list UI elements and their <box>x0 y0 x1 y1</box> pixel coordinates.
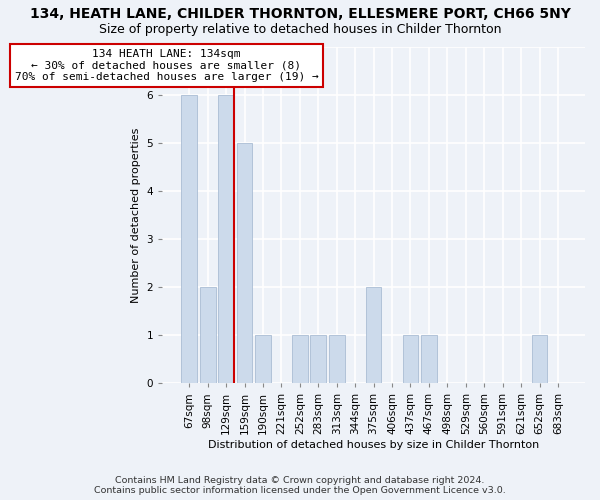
Bar <box>421 335 437 384</box>
X-axis label: Distribution of detached houses by size in Childer Thornton: Distribution of detached houses by size … <box>208 440 539 450</box>
Bar <box>218 94 234 384</box>
Text: Contains HM Land Registry data © Crown copyright and database right 2024.
Contai: Contains HM Land Registry data © Crown c… <box>94 476 506 495</box>
Bar <box>310 335 326 384</box>
Bar <box>329 335 344 384</box>
Text: 134, HEATH LANE, CHILDER THORNTON, ELLESMERE PORT, CH66 5NY: 134, HEATH LANE, CHILDER THORNTON, ELLES… <box>29 8 571 22</box>
Bar <box>200 287 215 384</box>
Y-axis label: Number of detached properties: Number of detached properties <box>131 127 141 302</box>
Bar <box>292 335 308 384</box>
Bar <box>366 287 382 384</box>
Bar <box>255 335 271 384</box>
Bar <box>532 335 547 384</box>
Text: Size of property relative to detached houses in Childer Thornton: Size of property relative to detached ho… <box>99 22 501 36</box>
Text: 134 HEATH LANE: 134sqm
← 30% of detached houses are smaller (8)
70% of semi-deta: 134 HEATH LANE: 134sqm ← 30% of detached… <box>14 49 319 82</box>
Bar <box>403 335 418 384</box>
Bar <box>181 94 197 384</box>
Bar <box>237 142 253 384</box>
